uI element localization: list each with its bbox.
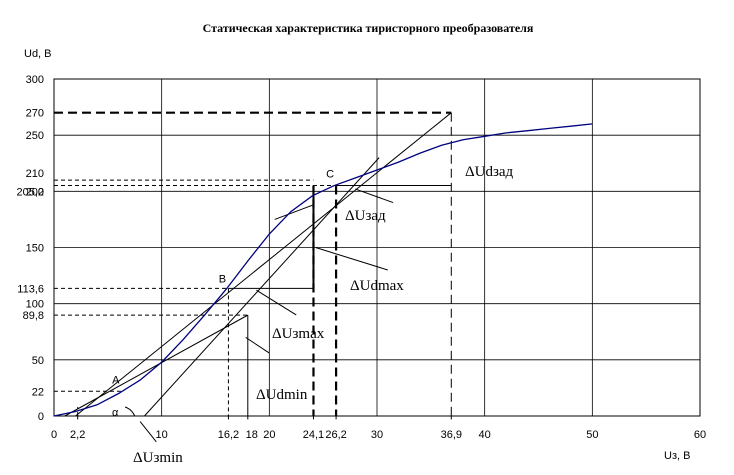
tangent-line-a	[64, 314, 249, 417]
y-tick-label: 0	[38, 411, 44, 423]
x-tick-label: 10	[156, 429, 168, 441]
y-tick-label: 300	[26, 74, 44, 86]
delta-uzmin-label: ΔUзmin	[133, 450, 183, 466]
delta-udmax-label: ΔUdmax	[350, 278, 404, 294]
x-mark-label: 36,9	[441, 429, 462, 441]
x-tick-label: 20	[263, 429, 275, 441]
x-mark-label: 26,2	[325, 429, 346, 441]
point-label-b: B	[219, 273, 226, 285]
tangent-b-marker	[274, 204, 314, 220]
delta-uzad-label: ΔUзад	[345, 208, 386, 224]
tangent-line-b	[144, 157, 380, 417]
x-tick-label: 60	[694, 429, 706, 441]
point-label-a: A	[112, 374, 120, 386]
chart-title: Статическая характеристика тиристорного …	[203, 21, 534, 35]
y-mark-label: 22	[32, 386, 44, 398]
delta-udmin-label: ΔUdmin	[256, 387, 308, 403]
x-axis-label: Uз, В	[664, 450, 690, 462]
x-mark-label: 18	[246, 429, 258, 441]
y-tick-label: 50	[32, 355, 44, 367]
alpha-label: α	[112, 407, 119, 419]
delta-udzad-label: ΔUdзад	[465, 164, 514, 180]
y-mark-label: 270	[26, 108, 44, 120]
leader-delta-uzmax	[256, 289, 297, 316]
y-mark-label: 89,8	[23, 310, 44, 322]
x-mark-label: 16,2	[218, 429, 239, 441]
x-mark-label: 2,2	[70, 429, 85, 441]
x-mark-label: 24,1	[303, 429, 324, 441]
point-label-c: C	[326, 168, 334, 180]
x-tick-label: 50	[586, 429, 598, 441]
y-mark-label: 113,6	[17, 283, 44, 295]
alpha-arc	[124, 406, 136, 417]
delta-uzmax-label: ΔUзmax	[272, 326, 325, 342]
x-tick-label: 0	[51, 429, 57, 441]
y-mark-label: 205,2	[16, 186, 44, 198]
y-axis-label: Ud, В	[24, 48, 52, 60]
y-tick-label: 150	[26, 243, 44, 255]
leader-delta-udmin	[245, 336, 270, 354]
y-tick-label: 100	[26, 299, 44, 311]
x-tick-label: 40	[479, 429, 491, 441]
leader-delta-udmax	[315, 247, 388, 271]
y-mark-label: 210	[26, 168, 44, 180]
x-tick-label: 30	[371, 429, 383, 441]
leader-delta-uzmin	[139, 421, 157, 443]
y-tick-label: 250	[26, 130, 44, 142]
characteristic-curve-0	[53, 123, 593, 417]
leader-delta-uzad	[355, 188, 394, 204]
y-tick-label: 200	[26, 186, 44, 198]
tangent-line-c	[75, 112, 452, 417]
